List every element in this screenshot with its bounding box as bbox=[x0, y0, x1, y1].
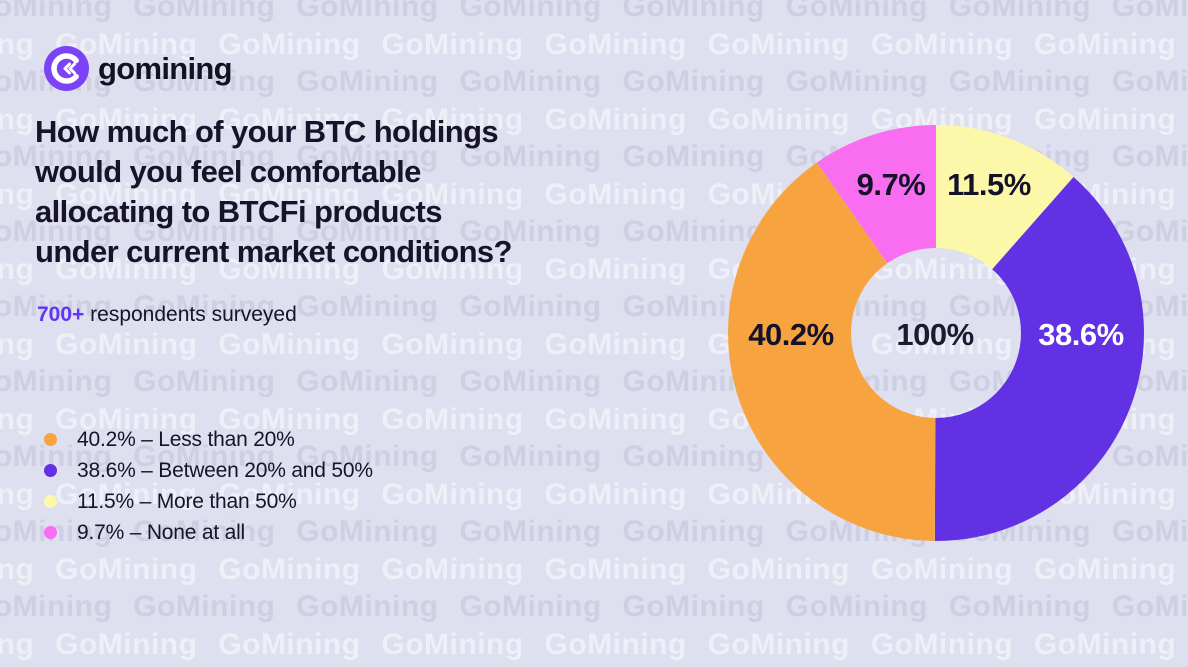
donut-svg bbox=[728, 125, 1144, 541]
donut-center-label: 100% bbox=[896, 317, 974, 352]
legend-dot-icon bbox=[44, 526, 57, 539]
respondents-text: respondents surveyed bbox=[84, 303, 297, 326]
brand-logo: gomining bbox=[44, 46, 233, 91]
donut-slice-between-20-and-50- bbox=[728, 125, 1144, 541]
legend-item: 40.2% – Less than 20% bbox=[44, 424, 373, 455]
legend-label: 38.6% – Between 20% and 50% bbox=[77, 458, 373, 482]
watermark-row: GoMining GoMining GoMining GoMining GoMi… bbox=[0, 627, 1188, 661]
donut-slice-less-than-20- bbox=[728, 125, 1144, 541]
slice-value-label: 40.2% bbox=[748, 317, 834, 352]
slice-value-label: 11.5% bbox=[947, 167, 1031, 202]
legend-dot-icon bbox=[44, 495, 57, 508]
slice-value-label: 38.6% bbox=[1038, 317, 1124, 352]
slice-value-label: 9.7% bbox=[856, 167, 926, 202]
respondents-line: 700+ respondents surveyed bbox=[37, 303, 297, 327]
watermark-row: GoMining GoMining GoMining GoMining GoMi… bbox=[0, 552, 1188, 586]
chart-legend: 40.2% – Less than 20% 38.6% – Between 20%… bbox=[44, 424, 373, 548]
donut-slice-none-at-all bbox=[728, 125, 1144, 541]
watermark-row: GoMining GoMining GoMining GoMining GoMi… bbox=[0, 590, 1188, 623]
legend-item: 11.5% – More than 50% bbox=[44, 486, 373, 517]
page-title: How much of your BTC holdings would you … bbox=[35, 114, 512, 269]
gomining-logo-icon bbox=[44, 46, 89, 91]
legend-label: 9.7% – None at all bbox=[77, 520, 246, 544]
legend-item: 38.6% – Between 20% and 50% bbox=[44, 455, 373, 486]
brand-wordmark: gomining bbox=[98, 50, 233, 86]
legend-label: 40.2% – Less than 20% bbox=[77, 427, 295, 451]
respondents-count: 700+ bbox=[37, 303, 85, 326]
legend-item: 9.7% – None at all bbox=[44, 517, 373, 548]
watermark-row: GoMining GoMining GoMining GoMining GoMi… bbox=[0, 663, 1188, 667]
legend-label: 11.5% – More than 50% bbox=[77, 489, 297, 513]
donut-chart: 100% 40.2% 38.6% 11.5% 9.7% bbox=[728, 125, 1144, 541]
watermark-row: GoMining GoMining GoMining GoMining GoMi… bbox=[0, 0, 1188, 23]
legend-dot-icon bbox=[44, 464, 57, 477]
legend-dot-icon bbox=[44, 433, 57, 446]
